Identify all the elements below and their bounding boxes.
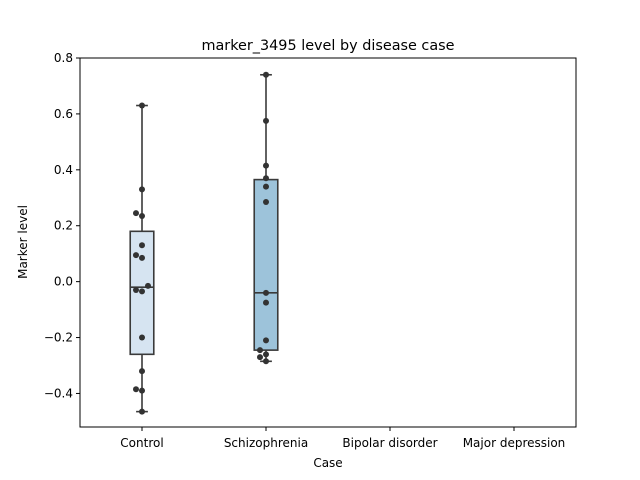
box-group: [253, 71, 279, 365]
data-point: [133, 386, 139, 393]
y-tick-label: 0.8: [54, 51, 73, 65]
box: [253, 178, 279, 351]
data-point: [263, 117, 269, 124]
chart-title: marker_3495 level by disease case: [201, 38, 454, 54]
data-point: [139, 288, 145, 295]
plot-frame: [79, 57, 577, 428]
data-point: [145, 282, 151, 289]
data-point: [263, 162, 269, 169]
y-tick-label: −0.4: [44, 386, 73, 400]
y-tick-label: −0.2: [44, 331, 73, 345]
data-point: [139, 186, 145, 193]
y-tick-label: 0.4: [54, 163, 73, 177]
x-tick-label: Schizophrenia: [224, 436, 308, 450]
data-point: [263, 198, 269, 205]
data-point: [133, 210, 139, 217]
data-point: [139, 212, 145, 219]
data-point: [139, 334, 145, 341]
y-axis: −0.4 −0.2 0.0 0.2 0.4 0.6 0.8: [44, 51, 80, 400]
data-point: [263, 183, 269, 190]
data-point: [133, 287, 139, 294]
data-point: [263, 71, 269, 78]
y-tick-label: 0.6: [54, 107, 73, 121]
data-point: [257, 347, 263, 354]
data-point: [263, 175, 269, 182]
data-point: [263, 351, 269, 358]
data-point: [139, 368, 145, 375]
data-point: [263, 337, 269, 344]
y-tick-label: 0.2: [54, 219, 73, 233]
x-tick-label: Control: [120, 436, 163, 450]
data-point: [263, 289, 269, 296]
data-point: [263, 358, 269, 365]
x-tick-label: Bipolar disorder: [342, 436, 437, 450]
data-point: [139, 387, 145, 394]
x-axis: Control Schizophrenia Bipolar disorder Majo…: [120, 427, 565, 450]
data-point: [133, 252, 139, 259]
data-point: [139, 408, 145, 415]
data-point: [139, 102, 145, 109]
y-axis-title: Marker level: [16, 205, 30, 279]
x-axis-title: Case: [313, 456, 342, 470]
data-point: [139, 254, 145, 261]
x-tick-label: Major depression: [463, 436, 566, 450]
plot-area: [129, 71, 279, 415]
y-tick-label: 0.0: [54, 275, 73, 289]
box-group: [129, 102, 155, 415]
data-point: [139, 242, 145, 249]
data-point: [257, 354, 263, 361]
data-point: [263, 299, 269, 306]
